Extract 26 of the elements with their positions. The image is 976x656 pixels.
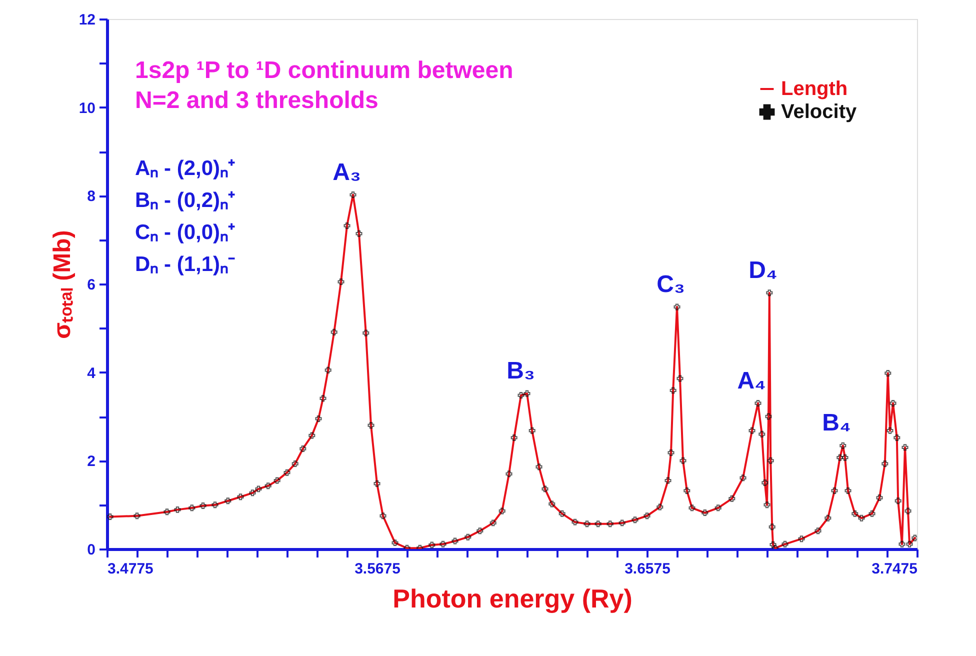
annotation: C₃ bbox=[656, 270, 685, 298]
annotation: Cₙ - (0,0)ₙ⁺ bbox=[135, 221, 236, 244]
y-tick-label: 12 bbox=[78, 12, 96, 28]
annotation: Dₙ - (1,1)ₙ⁻ bbox=[135, 253, 236, 276]
x-tick-label: 3.6575 bbox=[624, 560, 670, 578]
y-tick-label: 10 bbox=[78, 100, 96, 117]
y-tick-label: 8 bbox=[87, 188, 96, 206]
annotation: Aₙ - (2,0)ₙ⁺ bbox=[135, 157, 236, 180]
annotation: B₃ bbox=[506, 358, 535, 385]
x-tick-label: 3.7475 bbox=[872, 560, 918, 578]
annotation: D₄ bbox=[748, 256, 778, 284]
legend-label: Length bbox=[781, 78, 848, 100]
text: 1s2p ¹P to ¹D continuum between N=2 and 3 thresholds bbox=[135, 57, 514, 114]
annotation: Bₙ - (0,2)ₙ⁺ bbox=[135, 189, 236, 212]
legend-label: Velocity bbox=[781, 101, 858, 123]
x-tick-label: 3.4775 bbox=[108, 560, 154, 578]
x-axis-title: Photon energy (Ry) bbox=[392, 584, 632, 614]
y-tick-label: 0 bbox=[87, 542, 96, 558]
annotation: B₄ bbox=[822, 410, 851, 437]
y-tick-label: 2 bbox=[87, 453, 96, 470]
annotation: A₃ bbox=[332, 158, 361, 186]
x-tick-label: 3.5675 bbox=[354, 560, 400, 578]
y-tick-label: 4 bbox=[87, 364, 96, 382]
y-tick-label: 6 bbox=[87, 276, 96, 294]
annotation: A₄ bbox=[737, 367, 766, 394]
y-axis-title: σₜₒₜₐₗ (Mb) bbox=[48, 230, 76, 339]
